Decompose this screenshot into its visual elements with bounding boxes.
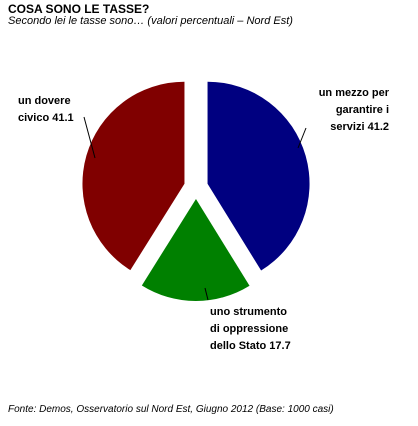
source-note: Fonte: Demos, Osservatorio sul Nord Est,… bbox=[8, 404, 334, 415]
leader-line-0 bbox=[297, 127, 307, 149]
slice-label-0: un mezzo per garantire i servizi 41.2 bbox=[319, 87, 390, 133]
slice-label-2: un dovere civico 41.1 bbox=[18, 95, 74, 124]
leader-line-1 bbox=[204, 287, 209, 301]
chart-title: COSA SONO LE TASSE? bbox=[8, 2, 150, 16]
leader-line-2 bbox=[83, 116, 96, 159]
chart-subtitle: Secondo lei le tasse sono… (valori perce… bbox=[8, 15, 293, 27]
pie-slice-2 bbox=[82, 81, 185, 271]
pie-slice-0 bbox=[207, 81, 310, 271]
pie-slice-1 bbox=[141, 198, 250, 301]
slice-label-1: uno strumento di oppressione dello Stato 1… bbox=[210, 306, 291, 352]
